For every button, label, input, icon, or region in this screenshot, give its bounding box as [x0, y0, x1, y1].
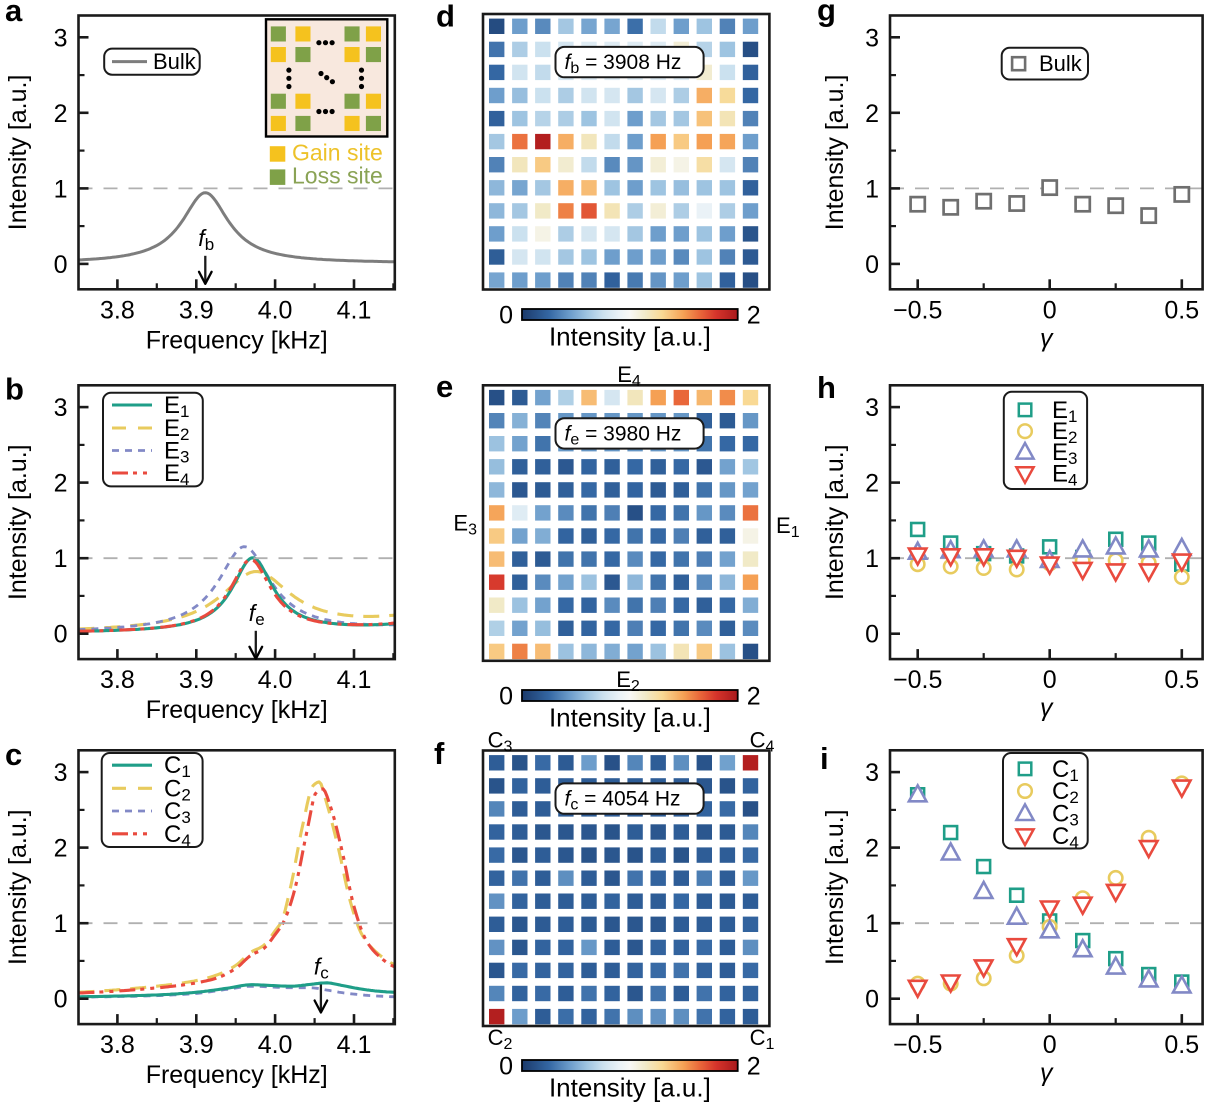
svg-text:Intensity [a.u.]: Intensity [a.u.] — [4, 809, 32, 965]
svg-text:0.5: 0.5 — [1164, 666, 1199, 694]
svg-text:fc: fc — [314, 954, 329, 983]
svg-text:3.8: 3.8 — [100, 1031, 135, 1059]
svg-text:4.0: 4.0 — [258, 296, 293, 324]
svg-text:4.1: 4.1 — [337, 666, 372, 694]
svg-text:0: 0 — [499, 1053, 513, 1081]
svg-text:0: 0 — [865, 251, 879, 279]
svg-text:Intensity [a.u.]: Intensity [a.u.] — [549, 1073, 711, 1103]
svg-text:1: 1 — [865, 910, 879, 938]
svg-text:4.0: 4.0 — [258, 1031, 293, 1059]
svg-text:C1: C1 — [750, 1025, 775, 1053]
svg-text:C4: C4 — [750, 728, 775, 756]
svg-text:1: 1 — [865, 175, 879, 203]
svg-text:Intensity [a.u.]: Intensity [a.u.] — [549, 322, 711, 352]
svg-text:Intensity [a.u.]: Intensity [a.u.] — [821, 444, 849, 600]
svg-text:Gain site: Gain site — [292, 139, 383, 165]
svg-text:b: b — [5, 372, 24, 407]
svg-text:a: a — [5, 0, 23, 28]
svg-text:fe: fe — [249, 600, 265, 629]
svg-text:4.1: 4.1 — [337, 296, 372, 324]
svg-text:fb: fb — [198, 225, 214, 254]
svg-text:2: 2 — [865, 835, 879, 863]
svg-text:3.8: 3.8 — [100, 296, 135, 324]
svg-text:0: 0 — [54, 621, 68, 649]
svg-text:Loss site: Loss site — [292, 163, 383, 189]
svg-text:E2: E2 — [616, 667, 640, 695]
svg-text:Frequency [kHz]: Frequency [kHz] — [146, 696, 328, 724]
svg-text:3.9: 3.9 — [179, 1031, 214, 1059]
svg-text:2: 2 — [54, 470, 68, 498]
svg-text:Intensity [a.u.]: Intensity [a.u.] — [4, 75, 32, 231]
svg-text:d: d — [436, 0, 455, 34]
svg-text:0: 0 — [499, 683, 513, 711]
svg-text:3: 3 — [865, 394, 879, 422]
svg-text:γ: γ — [1040, 1059, 1054, 1087]
svg-text:2: 2 — [865, 470, 879, 498]
svg-text:−0.5: −0.5 — [893, 1031, 942, 1059]
svg-text:i: i — [820, 741, 829, 776]
svg-text:Intensity [a.u.]: Intensity [a.u.] — [821, 75, 849, 231]
svg-text:E1: E1 — [164, 392, 189, 421]
svg-text:0: 0 — [1043, 1031, 1057, 1059]
svg-text:c: c — [5, 737, 22, 772]
svg-text:f: f — [434, 736, 445, 771]
svg-text:3: 3 — [54, 24, 68, 52]
svg-text:0.5: 0.5 — [1164, 1031, 1199, 1059]
svg-text:−0.5: −0.5 — [893, 666, 942, 694]
svg-text:2: 2 — [54, 100, 68, 128]
svg-text:3: 3 — [54, 394, 68, 422]
svg-text:2: 2 — [54, 835, 68, 863]
svg-text:h: h — [817, 370, 836, 405]
svg-text:3: 3 — [865, 759, 879, 787]
svg-text:fb = 3908 Hz: fb = 3908 Hz — [565, 51, 682, 77]
svg-text:4.0: 4.0 — [258, 666, 293, 694]
svg-text:γ: γ — [1040, 324, 1054, 352]
svg-text:4.1: 4.1 — [337, 1031, 372, 1059]
svg-text:0: 0 — [1043, 296, 1057, 324]
svg-text:0: 0 — [1043, 666, 1057, 694]
svg-text:e: e — [436, 369, 453, 404]
svg-text:C3: C3 — [488, 728, 513, 756]
svg-text:0: 0 — [54, 251, 68, 279]
svg-text:fc = 4054 Hz: fc = 4054 Hz — [565, 788, 681, 814]
svg-text:3.9: 3.9 — [179, 666, 214, 694]
svg-text:1: 1 — [865, 545, 879, 573]
svg-text:0: 0 — [54, 986, 68, 1014]
svg-text:2: 2 — [747, 302, 761, 330]
svg-text:fe = 3980 Hz: fe = 3980 Hz — [565, 422, 682, 448]
svg-text:E3: E3 — [453, 511, 477, 539]
svg-text:Frequency [kHz]: Frequency [kHz] — [146, 1061, 328, 1089]
svg-text:γ: γ — [1040, 694, 1054, 722]
svg-text:0: 0 — [865, 986, 879, 1014]
svg-text:1: 1 — [54, 175, 68, 203]
svg-text:C2: C2 — [488, 1025, 513, 1053]
svg-text:1: 1 — [54, 910, 68, 938]
svg-text:Intensity [a.u.]: Intensity [a.u.] — [549, 703, 711, 733]
svg-text:3: 3 — [54, 759, 68, 787]
svg-text:2: 2 — [747, 1053, 761, 1081]
svg-text:1: 1 — [54, 545, 68, 573]
svg-text:0: 0 — [499, 302, 513, 330]
svg-text:g: g — [817, 0, 836, 28]
svg-text:3: 3 — [865, 24, 879, 52]
svg-text:Intensity [a.u.]: Intensity [a.u.] — [4, 444, 32, 600]
svg-text:2: 2 — [747, 683, 761, 711]
svg-text:Intensity [a.u.]: Intensity [a.u.] — [821, 809, 849, 965]
svg-text:Frequency [kHz]: Frequency [kHz] — [146, 326, 328, 354]
svg-text:0.5: 0.5 — [1164, 296, 1199, 324]
svg-text:−0.5: −0.5 — [893, 296, 942, 324]
svg-text:Bulk: Bulk — [153, 49, 197, 74]
svg-text:3.9: 3.9 — [179, 296, 214, 324]
svg-text:3.8: 3.8 — [100, 666, 135, 694]
svg-text:Bulk: Bulk — [1039, 51, 1083, 76]
svg-text:E3: E3 — [1052, 439, 1077, 468]
svg-text:2: 2 — [865, 100, 879, 128]
svg-text:E1: E1 — [776, 513, 800, 541]
svg-text:E4: E4 — [617, 362, 641, 390]
svg-text:0: 0 — [865, 621, 879, 649]
